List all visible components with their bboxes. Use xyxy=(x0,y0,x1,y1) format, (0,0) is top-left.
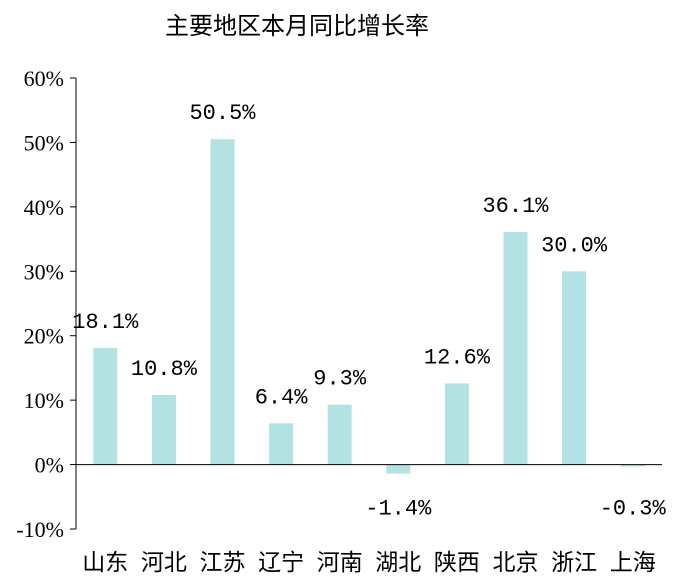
data-label: 50.5% xyxy=(189,101,256,126)
data-label: 12.6% xyxy=(424,345,491,370)
bar xyxy=(503,231,528,465)
data-label: 18.1% xyxy=(72,310,139,335)
bar xyxy=(444,383,469,465)
data-label: 9.3% xyxy=(313,367,367,392)
y-tick-label: 20% xyxy=(24,324,64,349)
data-label: 10.8% xyxy=(131,357,198,382)
data-labels: 18.1% 10.8% 50.5% 6.4%9.3% -1.4% 12.6% 36.1% 30… xyxy=(72,101,666,521)
bar xyxy=(562,271,587,465)
y-tick-label: -10% xyxy=(16,517,64,542)
category-label: 河北 xyxy=(141,550,187,576)
bar xyxy=(151,394,176,465)
y-tick-label: 60% xyxy=(24,66,64,91)
chart-title: 主要地区本月同比增长率 xyxy=(165,12,429,40)
category-label: 河南 xyxy=(317,550,363,576)
y-tick-label: 0% xyxy=(35,453,64,478)
category-label: 陕西 xyxy=(434,550,480,576)
bar xyxy=(386,464,411,474)
y-tick-label: 30% xyxy=(24,259,64,284)
bar xyxy=(269,423,294,465)
data-label: 30.0% xyxy=(541,233,608,258)
category-label: 北京 xyxy=(493,550,539,576)
data-label: 36.1% xyxy=(482,194,549,219)
data-label: -1.4% xyxy=(365,497,432,522)
bar xyxy=(327,404,352,465)
bar xyxy=(620,464,645,467)
category-label: 上海 xyxy=(610,550,656,576)
category-label: 江苏 xyxy=(200,550,246,576)
category-label: 湖北 xyxy=(375,550,421,576)
y-tick-label: 10% xyxy=(24,388,64,413)
y-tick-label: 50% xyxy=(24,130,64,155)
y-axis-ticks: 60% 50% 40% 30% 20% 10% 0% -10% xyxy=(16,66,76,542)
category-labels: 山东 河北 江苏 辽宁 河南 湖北 陕西 北京 浙江 上海 xyxy=(82,550,655,576)
bar xyxy=(210,139,235,465)
data-label: -0.3% xyxy=(600,497,667,522)
y-tick-label: 40% xyxy=(24,195,64,220)
category-label: 山东 xyxy=(82,550,128,576)
data-label: 6.4% xyxy=(255,385,309,410)
bars xyxy=(93,139,645,474)
bar xyxy=(93,347,118,465)
category-label: 浙江 xyxy=(551,550,597,576)
category-label: 辽宁 xyxy=(258,550,304,576)
